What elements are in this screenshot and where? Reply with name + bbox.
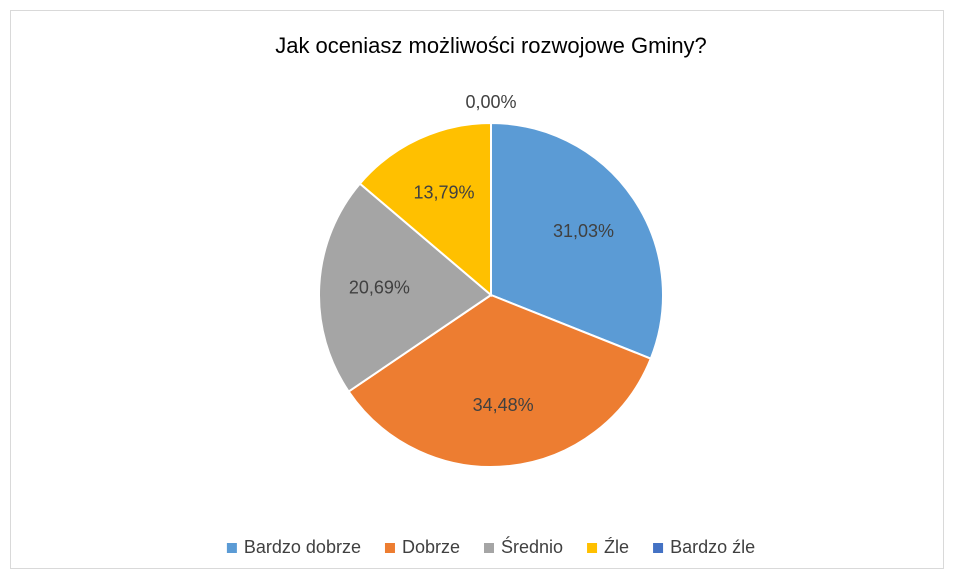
chart-title: Jak oceniasz możliwości rozwojowe Gminy? <box>275 33 707 58</box>
legend-swatch <box>226 543 237 553</box>
legend-label: Źle <box>604 537 629 557</box>
data-label: 13,79% <box>414 182 475 202</box>
data-label: 34,48% <box>473 395 534 415</box>
data-label: 20,69% <box>349 278 410 298</box>
legend-label: Dobrze <box>402 537 460 557</box>
legend-label: Bardzo dobrze <box>244 537 361 557</box>
legend-swatch <box>384 543 395 553</box>
pie-slice <box>318 182 493 393</box>
legend-swatch <box>653 543 664 553</box>
legend-swatch <box>484 543 494 553</box>
data-label: 0,00% <box>465 92 516 112</box>
pie-slice <box>490 121 664 360</box>
legend-label: Bardzo źle <box>670 537 755 557</box>
pie-slice <box>347 293 653 468</box>
legend-swatch <box>587 543 598 553</box>
pie-slice <box>358 121 492 298</box>
legend-label: Średnio <box>501 536 563 557</box>
data-label: 31,03% <box>553 221 614 241</box>
